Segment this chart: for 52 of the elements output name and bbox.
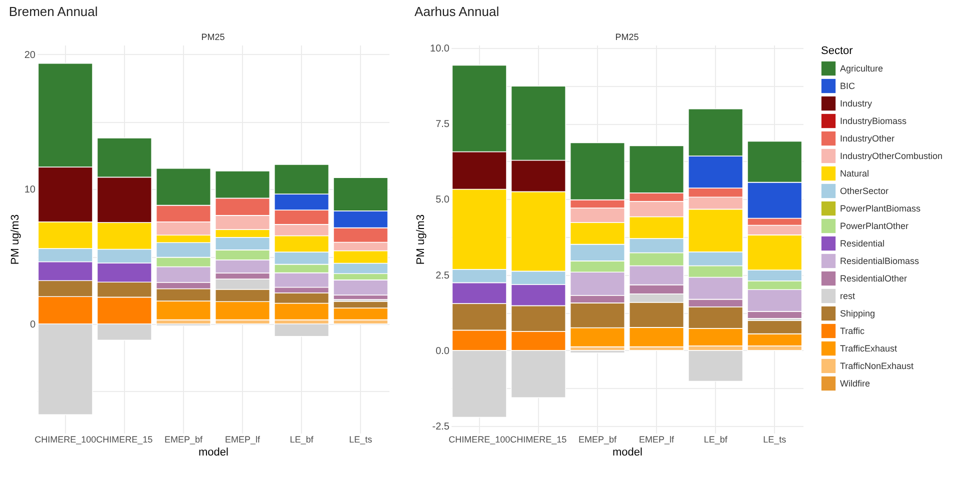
x-tick-label: CHIMERE_15 bbox=[510, 434, 567, 444]
x-tick-label: EMEP_bf bbox=[578, 434, 617, 444]
legend-label: IndustryBiomass bbox=[840, 116, 908, 126]
y-tick-label: 10 bbox=[24, 184, 36, 196]
x-tick-label: CHIMERE_15 bbox=[96, 434, 153, 444]
y-tick-label: 7.5 bbox=[436, 119, 450, 130]
x-tick-label: LE_bf bbox=[704, 434, 728, 444]
legend-label: PowerPlantBiomass bbox=[840, 204, 922, 214]
chart-title: Bremen Annual bbox=[8, 4, 98, 19]
chart-subtitle: PM25 bbox=[615, 32, 639, 42]
legend-label: Natural bbox=[840, 168, 870, 178]
y-tick-label: 10.0 bbox=[430, 44, 450, 55]
legend-label: Agriculture bbox=[840, 64, 884, 74]
legend-label: Wildfire bbox=[840, 378, 870, 388]
chart-subtitle: PM25 bbox=[201, 32, 225, 42]
x-tick-label: CHIMERE_100 bbox=[448, 434, 510, 444]
bar bbox=[688, 350, 744, 382]
x-tick-label: EMEP_bf bbox=[164, 434, 203, 444]
legend-label: IndustryOtherCombustion bbox=[840, 151, 943, 161]
legend-label: IndustryOther bbox=[840, 134, 895, 144]
x-axis-title: model bbox=[198, 446, 228, 458]
legend-label: PowerPlantOther bbox=[840, 221, 909, 231]
bar bbox=[274, 323, 330, 337]
y-axis-title: PM ug/m3 bbox=[415, 214, 428, 265]
y-axis-title: PM ug/m3 bbox=[9, 214, 22, 265]
x-tick-label: EMEP_lf bbox=[639, 434, 675, 444]
legend-label: ResidentialOther bbox=[840, 274, 908, 284]
y-tick-label: 5.0 bbox=[436, 194, 450, 206]
y-tick-label: -2.5 bbox=[432, 422, 450, 433]
legend-label: Industry bbox=[840, 98, 873, 108]
legend-label: Shipping bbox=[840, 308, 876, 318]
legend-label: Traffic bbox=[840, 326, 866, 336]
legend-label: BIC bbox=[840, 81, 856, 91]
x-tick-label: LE_bf bbox=[290, 434, 314, 444]
y-tick-label: 0.0 bbox=[436, 346, 450, 357]
legend-label: rest bbox=[840, 291, 856, 301]
y-tick-label: 2.5 bbox=[436, 270, 450, 282]
x-tick-label: CHIMERE_100 bbox=[34, 434, 96, 444]
x-tick-label: LE_ts bbox=[349, 434, 373, 444]
legend-label: ResidentialBiomass bbox=[840, 256, 920, 266]
y-tick-label: 20 bbox=[24, 50, 36, 61]
bar bbox=[570, 350, 626, 354]
chart-title: Aarhus Annual bbox=[414, 4, 500, 19]
x-tick-label: LE_ts bbox=[763, 434, 787, 444]
x-tick-label: EMEP_lf bbox=[225, 434, 261, 444]
legend-title: Sector bbox=[821, 45, 854, 57]
legend-label: TrafficExhaust bbox=[840, 344, 898, 354]
legend-label: OtherSector bbox=[840, 186, 889, 196]
legend-label: Residential bbox=[840, 238, 885, 248]
y-tick-label: 0 bbox=[30, 319, 36, 330]
x-axis-title: model bbox=[612, 446, 642, 458]
legend-label: TrafficNonExhaust bbox=[840, 361, 914, 371]
